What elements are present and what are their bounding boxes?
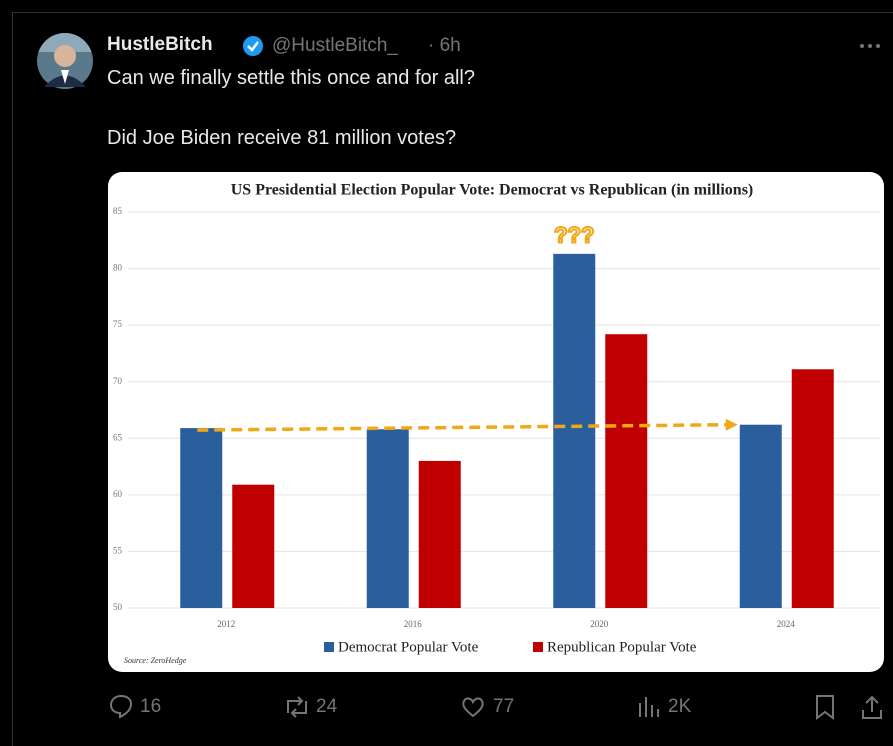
chart-title: US Presidential Election Popular Vote: D…: [231, 182, 754, 199]
views-icon[interactable]: [637, 695, 661, 719]
source: Source: ZeroHedge: [124, 656, 187, 665]
legend-swatch: [324, 642, 334, 652]
bar: [791, 369, 834, 608]
bar: [418, 460, 461, 608]
legend-label: Republican Popular Vote: [547, 639, 697, 655]
reply-icon[interactable]: [108, 693, 134, 719]
legend-label: Democrat Popular Vote: [338, 639, 479, 655]
bar: [739, 424, 782, 608]
reply-count[interactable]: 16: [140, 696, 162, 717]
y-tick-label: 85: [113, 206, 123, 216]
bar: [553, 253, 596, 608]
views-count[interactable]: 2K: [668, 696, 692, 717]
chart-background: [108, 172, 884, 672]
y-tick-label: 55: [113, 545, 123, 555]
like-count[interactable]: 77: [493, 696, 515, 717]
bar: [366, 429, 409, 608]
repost-icon[interactable]: [283, 695, 311, 719]
post-time[interactable]: · 6h: [428, 35, 461, 56]
y-tick-label: 65: [113, 432, 123, 442]
like-icon[interactable]: [460, 695, 486, 719]
trend-arrow: [197, 422, 730, 432]
verified-badge: [243, 36, 263, 56]
more-menu[interactable]: [858, 42, 882, 50]
bookmark-icon[interactable]: [814, 694, 836, 720]
bar: [180, 428, 223, 608]
author-handle[interactable]: @HustleBitch_: [272, 35, 398, 56]
legend-swatch: [533, 642, 543, 652]
x-tick-label: 2016: [404, 619, 423, 629]
tweet-border: [12, 12, 893, 746]
trend-arrowhead: [725, 418, 738, 431]
tweet-text: Can we finally settle this once and for …: [107, 67, 475, 89]
author-name[interactable]: HustleBitch: [107, 34, 213, 55]
x-tick-label: 2012: [217, 619, 235, 629]
share-icon[interactable]: [860, 694, 884, 720]
tweet-text: Did Joe Biden receive 81 million votes?: [107, 127, 457, 149]
y-tick-label: 50: [113, 602, 123, 612]
bar: [232, 484, 275, 608]
annotation: ???: [554, 223, 594, 248]
x-tick-label: 2020: [590, 619, 609, 629]
y-tick-label: 60: [113, 489, 123, 499]
avatar[interactable]: [36, 32, 94, 90]
y-tick-label: 70: [113, 376, 123, 386]
x-tick-label: 2024: [777, 619, 796, 629]
y-tick-label: 75: [113, 319, 123, 329]
repost-count[interactable]: 24: [316, 696, 338, 717]
chart[interactable]: US Presidential Election Popular Vote: D…: [108, 172, 884, 672]
y-tick-label: 80: [113, 263, 123, 273]
bar: [605, 334, 648, 608]
